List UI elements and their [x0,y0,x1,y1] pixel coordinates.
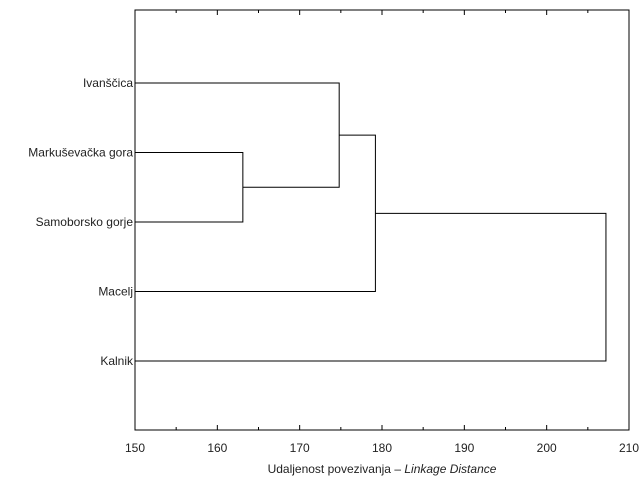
dendrogram-link [135,212,607,362]
plot-frame [134,9,630,431]
x-tick-label: 200 [537,441,557,455]
leaf-label: Ivanščica [83,76,133,90]
x-tick-label: 180 [372,441,392,455]
leaf-label: Markuševačka gora [28,146,133,160]
x-tick-label: 210 [619,441,639,455]
leaf-label: Samoborsko gorje [36,215,134,229]
dendrogram-link [135,152,244,223]
x-tick-label: 160 [207,441,227,455]
x-axis-title: Udaljenost povezivanja – Linkage Distanc… [268,462,497,476]
dendrogram-link [135,82,340,188]
leaf-label: Kalnik [100,354,134,368]
dendrogram-link [135,134,376,292]
x-tick-label: 190 [454,441,474,455]
x-tick-label: 150 [125,441,145,455]
x-tick-label: 170 [290,441,310,455]
leaf-label: Macelj [98,285,133,299]
